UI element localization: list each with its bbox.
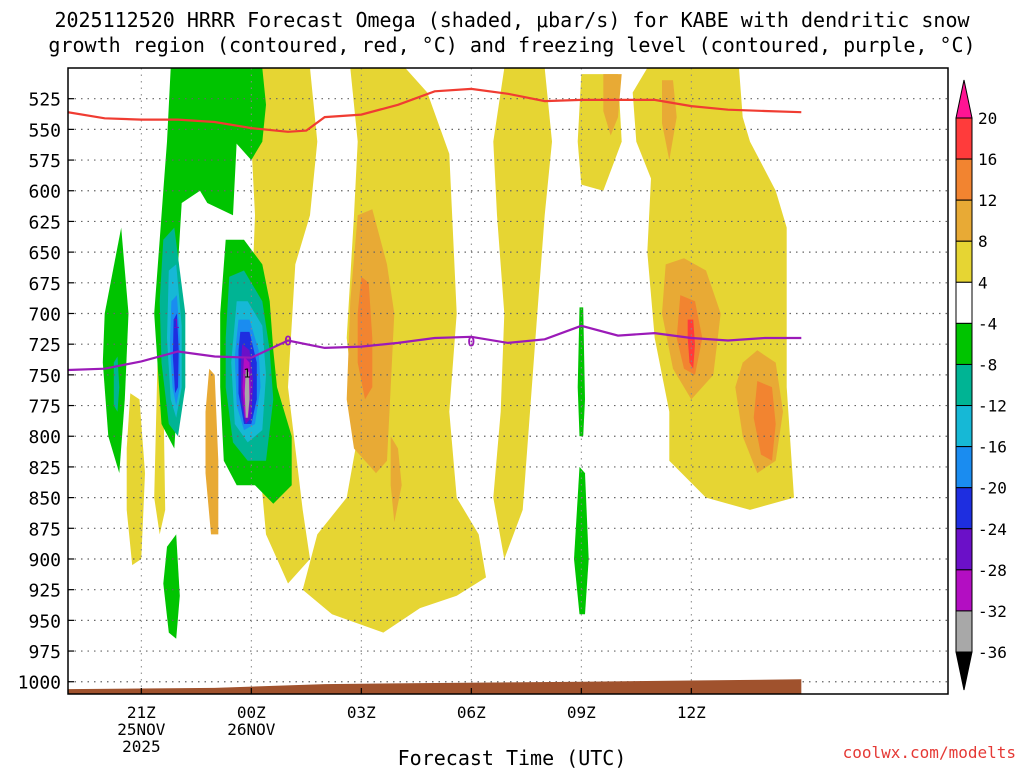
x-tick-label: 09Z [567, 703, 596, 722]
colorbar-label: 20 [978, 109, 997, 128]
y-tick-label: 850 [28, 489, 61, 510]
y-tick-label: 775 [28, 397, 61, 418]
colorbar-label: -28 [978, 561, 1007, 580]
credit-link[interactable]: coolwx.com/modelts [842, 743, 1016, 762]
omega-region [163, 534, 180, 639]
x-axis-label: Forecast Time (UTC) [397, 746, 627, 770]
y-tick-label: 675 [28, 274, 61, 295]
omega-region [244, 368, 250, 418]
colorbar-swatch [955, 569, 973, 612]
plot-frame [67, 67, 949, 695]
dendritic-growth-contour [68, 87, 802, 133]
y-tick-label: 525 [28, 90, 61, 111]
colorbar-swatch [955, 322, 973, 365]
contour-label: 1 [173, 317, 180, 331]
contour-label: 1 [243, 366, 250, 380]
colorbar-label: -20 [978, 479, 1007, 498]
chart-title-line-1: 2025112520 HRRR Forecast Omega (shaded, … [54, 8, 970, 32]
omega-region [390, 436, 402, 523]
y-tick-label: 600 [28, 182, 61, 203]
colorbar-swatch [955, 158, 973, 201]
colorbar-swatch [955, 446, 973, 489]
y-tick-label: 700 [28, 304, 61, 325]
colorbar-swatch [955, 240, 973, 283]
colorbar-label: -24 [978, 520, 1007, 539]
colorbar-label: -8 [978, 355, 997, 374]
freezing-level-contour [68, 324, 802, 372]
y-tick-label: 550 [28, 120, 61, 141]
y-tick-label: 900 [28, 550, 61, 571]
x-tick-label: 21Z [127, 703, 156, 722]
freezing-level-label: 0 [467, 336, 475, 351]
colorbar-label: -16 [978, 438, 1007, 457]
y-tick-label: 975 [28, 642, 61, 663]
y-tick-label: 925 [28, 581, 61, 602]
omega-region [205, 368, 219, 535]
colorbar-swatch [955, 405, 973, 448]
omega-region [753, 381, 776, 461]
plot-clip-group: 0 0 1 1 [68, 68, 948, 694]
x-tick-label: 06Z [457, 703, 486, 722]
omega-region [126, 393, 145, 566]
omega-region [172, 313, 179, 394]
colorbar-swatch [955, 117, 973, 160]
omega-region [603, 74, 622, 136]
x-tick-label: 00Z [237, 703, 266, 722]
colorbar-label: 4 [978, 273, 988, 292]
colorbar-label: 12 [978, 191, 997, 210]
colorbar-min-arrow [955, 651, 973, 691]
omega-region [113, 356, 120, 412]
omega-region [357, 276, 373, 400]
y-tick-label: 750 [28, 366, 61, 387]
colorbar: 20 16 12 8 4 -4 -8 -12 -16 -20 -24 -28 -32 -36 [955, 79, 1007, 691]
chart-title-line-2: growth region (contoured, red, °C) and f… [48, 33, 976, 57]
colorbar-label: 16 [978, 150, 997, 169]
x-tick-date: 25NOV [117, 720, 166, 739]
y-tick-label: 575 [28, 151, 61, 172]
colorbar-swatch [955, 363, 973, 407]
x-tick-date: 26NOV [227, 720, 276, 739]
y-tick-label: 650 [28, 243, 61, 264]
colorbar-swatch [955, 528, 973, 571]
omega-region [189, 80, 199, 167]
omega-region [302, 68, 486, 633]
omega-region [102, 227, 129, 474]
omega-region [574, 466, 589, 615]
omega-region [687, 319, 695, 369]
colorbar-swatch [955, 487, 973, 530]
axes: 525 550 575 600 625 650 675 700 725 750 775 800 825 8… [18, 67, 949, 756]
x-tick-year: 2025 [122, 737, 161, 756]
y-tick-label: 800 [28, 427, 61, 448]
y-tick-label: 875 [28, 519, 61, 540]
y-tick-label: 950 [28, 611, 61, 632]
freezing-level-label: 0 [284, 334, 292, 349]
colorbar-swatch [955, 199, 973, 242]
y-tick-label: 825 [28, 458, 61, 479]
colorbar-label: -4 [978, 314, 997, 333]
x-tick-label: 12Z [677, 703, 706, 722]
omega-region [218, 68, 266, 161]
colorbar-label: -12 [978, 397, 1007, 416]
colorbar-max-arrow [955, 79, 973, 119]
y-tick-label: 625 [28, 212, 61, 233]
colorbar-swatch [955, 281, 973, 324]
colorbar-label: -36 [978, 643, 1007, 662]
colorbar-label: 8 [978, 232, 988, 251]
colorbar-swatch [955, 610, 973, 653]
x-tick-label: 03Z [347, 703, 376, 722]
y-tick-label: 1000 [18, 673, 61, 694]
y-tick-label: 725 [28, 335, 61, 356]
plot-area: 0 0 1 1 [68, 68, 948, 694]
omega-region [577, 307, 585, 437]
colorbar-label: -32 [978, 602, 1007, 621]
omega-region [662, 80, 677, 161]
